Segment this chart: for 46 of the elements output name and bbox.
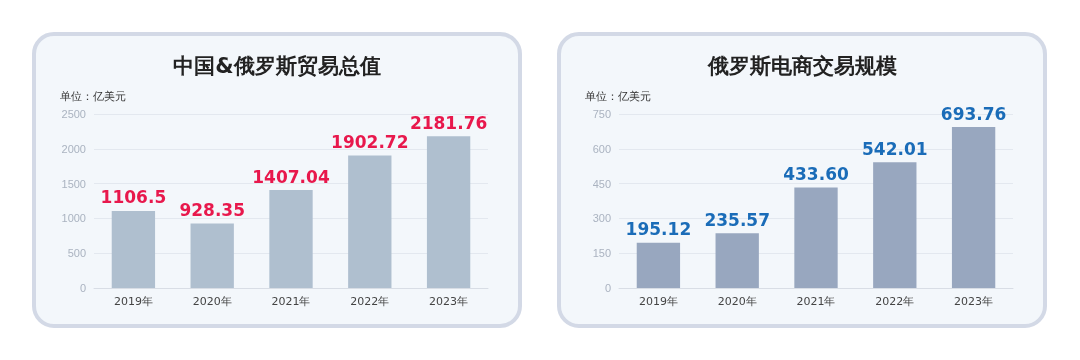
chart-title: 俄罗斯电商交易规模 <box>706 53 897 78</box>
bar <box>794 187 838 288</box>
bar <box>269 190 313 288</box>
bar <box>636 242 681 288</box>
bar <box>426 136 471 288</box>
x-tick-label: 2020年 <box>192 295 232 308</box>
y-tick-label: 2000 <box>61 142 86 155</box>
y-tick-label: 600 <box>592 142 611 155</box>
x-tick-label: 2022年 <box>350 295 390 308</box>
data-label: 542.01 <box>862 138 928 159</box>
y-tick-label: 2500 <box>61 108 86 120</box>
data-label: 195.12 <box>625 219 692 240</box>
data-label: 433.60 <box>783 163 849 184</box>
y-tick-label: 750 <box>592 108 611 120</box>
y-tick-label: 450 <box>592 177 611 190</box>
data-label: 928.35 <box>179 199 245 220</box>
x-tick-label: 2021年 <box>796 295 836 308</box>
y-tick-label: 0 <box>79 282 86 294</box>
bar <box>111 210 156 288</box>
x-tick-label: 2021年 <box>271 295 311 308</box>
y-tick-label: 0 <box>604 282 611 294</box>
bar <box>873 162 917 288</box>
x-tick-label: 2019年 <box>113 295 153 308</box>
bar <box>190 223 234 288</box>
y-axis-title: 单位：亿美元 <box>60 90 126 103</box>
data-label: 2181.76 <box>409 112 488 133</box>
data-label: 235.57 <box>704 209 770 230</box>
bar <box>348 155 392 288</box>
y-tick-label: 150 <box>592 247 611 260</box>
data-label: 693.76 <box>940 103 1007 124</box>
chart-title: 中国&俄罗斯贸易总值 <box>173 53 381 78</box>
bar <box>715 233 759 288</box>
y-axis-title: 单位：亿美元 <box>585 90 651 103</box>
x-tick-label: 2019年 <box>638 295 678 308</box>
x-tick-label: 2023年 <box>954 295 994 308</box>
y-tick-label: 300 <box>592 212 611 225</box>
x-tick-label: 2020年 <box>717 295 757 308</box>
y-tick-label: 500 <box>67 247 86 260</box>
x-tick-label: 2022年 <box>875 295 915 308</box>
y-tick-label: 1500 <box>61 177 86 190</box>
bar <box>951 127 996 288</box>
data-label: 1902.72 <box>331 132 409 153</box>
x-tick-label: 2023年 <box>429 295 469 308</box>
y-tick-label: 1000 <box>61 212 86 225</box>
data-label: 1106.5 <box>100 187 167 208</box>
data-label: 1407.04 <box>252 166 330 187</box>
